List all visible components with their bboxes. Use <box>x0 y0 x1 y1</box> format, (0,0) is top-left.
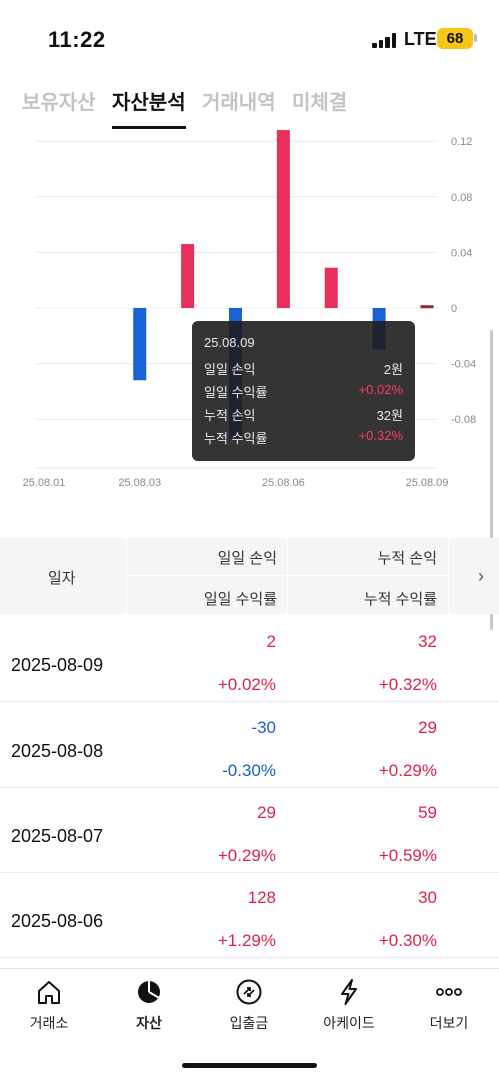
nav-label: 더보기 <box>429 1015 469 1031</box>
y-tick-label: -0.04 <box>451 359 476 371</box>
x-tick-label: 25.08.09 <box>406 477 449 489</box>
header-cum-return: 누적 수익률 <box>363 591 437 608</box>
tooltip-value: 2원 <box>383 362 403 377</box>
row-date: 2025-08-08 <box>11 741 104 761</box>
row-daily-pnl: -30 <box>251 718 276 737</box>
header-divider <box>126 538 127 614</box>
tooltip-date: 25.08.09 <box>204 335 255 350</box>
row-cum-pnl: 30 <box>418 888 437 907</box>
bar <box>324 267 338 308</box>
table-row[interactable]: 2025-08-06 128 +1.29% 30 +0.30% <box>0 873 499 958</box>
tooltip-row: 누적 손익 32원 <box>204 405 403 428</box>
battery-level: 68 <box>446 30 464 47</box>
network-label: LTE <box>404 29 437 49</box>
asset-tabs: 보유자산 자산분석 거래내역 미체결 <box>0 80 499 132</box>
row-daily-return: +1.29% <box>217 931 276 950</box>
daily-pnl-chart[interactable]: 0.12 0.08 0.04 0 -0.04 -0.08 25.08.01 25.08.03 2… <box>0 130 499 500</box>
y-tick-label: 0.08 <box>451 192 472 204</box>
table-header: 일자 일일 손익 일일 수익률 누적 손익 누적 수익률 › <box>0 538 499 614</box>
row-daily-pnl: 29 <box>257 803 276 822</box>
header-daily-return: 일일 수익률 <box>203 591 277 608</box>
tooltip-value: 32원 <box>376 408 403 423</box>
tooltip-value: +0.32% <box>358 428 403 443</box>
row-cum-pnl: 59 <box>418 803 437 822</box>
more-icon <box>436 988 462 996</box>
row-cum-pnl: 29 <box>418 718 437 737</box>
signal-icon <box>372 32 398 48</box>
row-cum-return: +0.32% <box>378 675 437 694</box>
chevron-right-icon[interactable]: › <box>478 566 484 586</box>
tab-open-orders[interactable]: 미체결 <box>292 92 348 114</box>
scrollbar[interactable] <box>490 330 493 630</box>
row-daily-return: +0.02% <box>217 675 276 694</box>
nav-label: 입출금 <box>229 1015 269 1031</box>
bar <box>276 130 290 308</box>
nav-more[interactable]: 더보기 <box>404 977 494 1033</box>
y-tick-label: -0.08 <box>451 414 476 426</box>
nav-deposit-withdraw[interactable]: 입출금 <box>204 977 294 1033</box>
row-cum-return: +0.29% <box>378 761 437 780</box>
chart-tooltip: 25.08.09 일일 손익 2원 일일 수익률 +0.02% 누적 손익 32… <box>192 321 415 461</box>
bar <box>420 305 434 309</box>
header-date: 일자 <box>48 570 76 587</box>
row-cum-return: +0.59% <box>378 846 437 865</box>
tab-transactions[interactable]: 거래내역 <box>202 92 276 114</box>
row-daily-pnl: 128 <box>247 888 276 907</box>
table-row[interactable]: 2025-08-09 2 +0.02% 32 +0.32% <box>0 617 499 702</box>
x-tick-label: 25.08.03 <box>118 477 161 489</box>
battery-tip <box>474 34 477 42</box>
home-indicator <box>182 1063 317 1068</box>
row-daily-return: +0.29% <box>217 846 276 865</box>
x-tick-label: 25.08.01 <box>23 477 66 489</box>
nav-arcade[interactable]: 아케이드 <box>304 977 394 1033</box>
row-daily-pnl: 2 <box>266 632 276 651</box>
row-date: 2025-08-07 <box>11 826 104 846</box>
tab-asset-analysis[interactable]: 자산분석 <box>112 92 186 114</box>
tooltip-value: +0.02% <box>358 382 403 397</box>
nav-assets[interactable]: 자산 <box>104 977 194 1033</box>
table-row[interactable]: 2025-08-08 -30 -0.30% 29 +0.29% <box>0 703 499 788</box>
active-tab-indicator <box>112 126 186 129</box>
tooltip-row: 누적 수익률 +0.32% <box>204 428 403 451</box>
nav-label: 거래소 <box>29 1015 69 1031</box>
lightning-icon <box>341 979 357 1005</box>
tab-holdings[interactable]: 보유자산 <box>22 92 96 114</box>
header-cum-pnl: 누적 손익 <box>377 550 437 567</box>
tooltip-row: 일일 손익 2원 <box>204 359 403 382</box>
x-tick-label: 25.08.06 <box>262 477 305 489</box>
nav-exchange[interactable]: 거래소 <box>4 977 94 1033</box>
row-date: 2025-08-06 <box>11 911 104 931</box>
tooltip-label: 누적 손익 <box>204 408 256 423</box>
home-icon <box>38 981 60 1004</box>
y-tick-label: 0.12 <box>451 136 472 148</box>
header-daily-pnl: 일일 손익 <box>217 550 277 567</box>
y-tick-label: 0 <box>451 303 457 315</box>
bar <box>133 308 147 381</box>
row-cum-return: +0.30% <box>378 931 437 950</box>
row-cum-pnl: 32 <box>418 632 437 651</box>
bar <box>181 244 195 308</box>
bottom-nav: 거래소 자산 입출금 아케이드 더보기 <box>0 968 499 1080</box>
row-date: 2025-08-09 <box>11 655 104 675</box>
y-tick-label: 0.04 <box>451 247 472 259</box>
transfer-icon <box>236 979 262 1005</box>
row-daily-return: -0.30% <box>222 761 276 780</box>
header-divider <box>287 538 288 614</box>
tooltip-row: 일일 수익률 +0.02% <box>204 382 403 405</box>
tooltip-label: 일일 손익 <box>204 362 256 377</box>
table-row[interactable]: 2025-08-07 29 +0.29% 59 +0.59% <box>0 788 499 873</box>
header-divider <box>448 538 449 614</box>
status-bar: 11:22 LTE 68 <box>0 0 499 70</box>
pie-chart-icon <box>138 981 160 1003</box>
nav-label: 자산 <box>136 1015 162 1031</box>
tooltip-label: 일일 수익률 <box>204 385 268 400</box>
nav-label: 아케이드 <box>323 1015 375 1031</box>
tooltip-label: 누적 수익률 <box>204 431 268 446</box>
header-divider <box>127 575 448 576</box>
battery-icon: 68 <box>437 28 473 49</box>
status-time: 11:22 <box>48 27 106 52</box>
